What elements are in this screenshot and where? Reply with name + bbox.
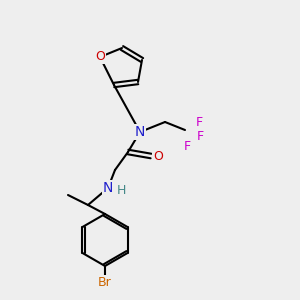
Text: N: N <box>135 125 145 139</box>
Text: N: N <box>103 181 113 195</box>
Text: F: F <box>195 116 203 128</box>
Text: H: H <box>116 184 126 197</box>
Text: O: O <box>153 149 163 163</box>
Text: F: F <box>183 140 190 152</box>
Text: F: F <box>196 130 204 142</box>
Text: Br: Br <box>98 275 112 289</box>
Text: O: O <box>95 50 105 64</box>
